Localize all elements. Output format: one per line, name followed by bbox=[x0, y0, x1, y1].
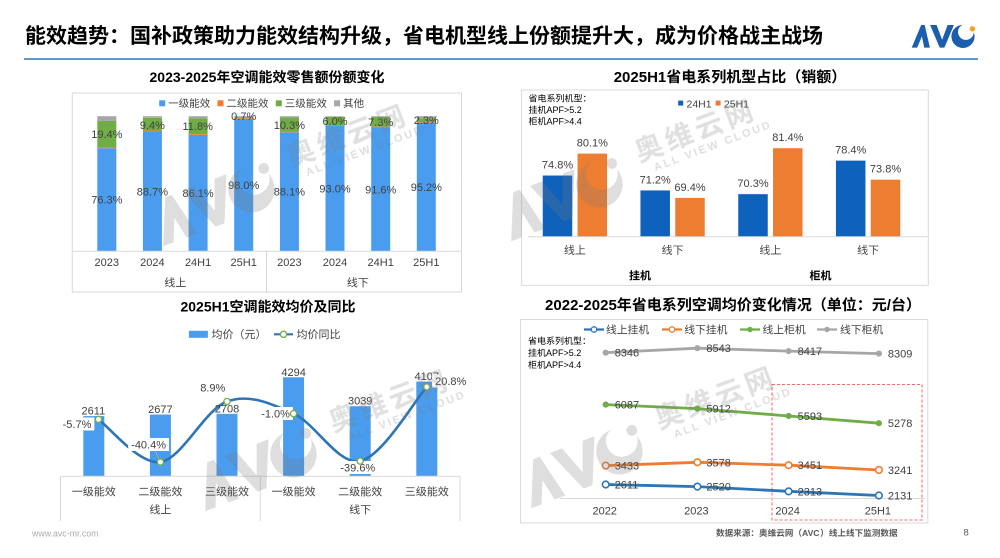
svg-text:5278: 5278 bbox=[888, 418, 912, 430]
svg-text:2520: 2520 bbox=[706, 482, 730, 494]
svg-text:AVC: AVC bbox=[802, 528, 820, 538]
svg-text:2677: 2677 bbox=[148, 404, 172, 416]
svg-text:-39.6%: -39.6% bbox=[340, 463, 375, 475]
svg-text:6087: 6087 bbox=[615, 400, 639, 412]
svg-text:81.4%: 81.4% bbox=[772, 132, 803, 144]
svg-text:74.8%: 74.8% bbox=[542, 160, 573, 172]
svg-text:78.4%: 78.4% bbox=[835, 145, 866, 157]
svg-text:2024: 2024 bbox=[775, 506, 799, 518]
svg-text:-5.7%: -5.7% bbox=[63, 419, 92, 431]
svg-text:2022: 2022 bbox=[592, 506, 616, 518]
svg-text:24H1: 24H1 bbox=[185, 257, 211, 269]
svg-text:APF>5.2: APF>5.2 bbox=[546, 348, 581, 358]
svg-text:24H1: 24H1 bbox=[368, 257, 394, 269]
svg-text:88.7%: 88.7% bbox=[137, 186, 168, 198]
svg-text:95.2%: 95.2% bbox=[411, 182, 442, 194]
svg-text:25H1: 25H1 bbox=[413, 257, 439, 269]
svg-text:80.1%: 80.1% bbox=[577, 138, 608, 150]
svg-text:/: / bbox=[887, 297, 892, 314]
svg-text:2313: 2313 bbox=[798, 486, 822, 498]
svg-text:2.3%: 2.3% bbox=[414, 115, 439, 127]
svg-text:APF>4.4: APF>4.4 bbox=[546, 360, 581, 370]
svg-text:6.0%: 6.0% bbox=[322, 116, 347, 128]
svg-text:-40.4%: -40.4% bbox=[131, 440, 166, 452]
svg-text:4294: 4294 bbox=[281, 367, 305, 379]
svg-text:70.3%: 70.3% bbox=[737, 178, 768, 190]
svg-text:8346: 8346 bbox=[615, 348, 639, 360]
svg-text:73.8%: 73.8% bbox=[870, 164, 901, 176]
svg-text:2024: 2024 bbox=[323, 257, 347, 269]
svg-text:2023: 2023 bbox=[95, 257, 119, 269]
svg-text:3433: 3433 bbox=[615, 461, 639, 473]
svg-text:2024: 2024 bbox=[140, 257, 164, 269]
svg-text:8543: 8543 bbox=[706, 343, 730, 355]
svg-text:2023: 2023 bbox=[684, 506, 708, 518]
svg-text:0.7%: 0.7% bbox=[231, 111, 256, 123]
svg-text:25H1: 25H1 bbox=[865, 506, 891, 518]
svg-text:25H1: 25H1 bbox=[231, 257, 257, 269]
svg-text:-1.0%: -1.0% bbox=[261, 409, 290, 421]
svg-text:5912: 5912 bbox=[706, 404, 730, 416]
svg-text:8.9%: 8.9% bbox=[200, 383, 225, 395]
svg-text:71.2%: 71.2% bbox=[640, 174, 671, 186]
svg-text:2022-2025: 2022-2025 bbox=[545, 297, 617, 314]
svg-text:3578: 3578 bbox=[706, 457, 730, 469]
svg-text:2023: 2023 bbox=[277, 257, 301, 269]
svg-text:93.0%: 93.0% bbox=[319, 183, 350, 195]
svg-text:2131: 2131 bbox=[888, 491, 912, 503]
svg-text:8309: 8309 bbox=[888, 349, 912, 361]
svg-text:2025H1: 2025H1 bbox=[180, 299, 229, 315]
svg-text:3451: 3451 bbox=[798, 460, 822, 472]
svg-text:76.3%: 76.3% bbox=[91, 195, 122, 207]
svg-text:69.4%: 69.4% bbox=[674, 182, 705, 194]
svg-text:24H1: 24H1 bbox=[687, 98, 712, 110]
svg-text:2708: 2708 bbox=[215, 403, 239, 415]
svg-text:86.1%: 86.1% bbox=[183, 188, 214, 200]
svg-text:APF>4.4: APF>4.4 bbox=[547, 117, 582, 127]
svg-text:10.3%: 10.3% bbox=[274, 120, 305, 132]
svg-text:5593: 5593 bbox=[798, 411, 822, 423]
svg-text:APF>5.2: APF>5.2 bbox=[547, 105, 582, 115]
svg-text:91.6%: 91.6% bbox=[365, 184, 396, 196]
svg-text:2025H1: 2025H1 bbox=[614, 69, 667, 86]
svg-text:8417: 8417 bbox=[798, 346, 822, 358]
svg-text:www.avc-mr.com: www.avc-mr.com bbox=[31, 529, 98, 539]
svg-text:2611: 2611 bbox=[615, 480, 639, 492]
svg-text:98.0%: 98.0% bbox=[228, 180, 259, 192]
svg-text:3241: 3241 bbox=[888, 465, 912, 477]
svg-text:8: 8 bbox=[964, 528, 969, 539]
svg-text:19.4%: 19.4% bbox=[91, 129, 122, 141]
svg-text:11.8%: 11.8% bbox=[183, 121, 214, 133]
svg-text:2023-2025: 2023-2025 bbox=[150, 69, 217, 85]
svg-text:9.4%: 9.4% bbox=[140, 120, 165, 132]
svg-text:2611: 2611 bbox=[82, 406, 106, 418]
svg-text:88.1%: 88.1% bbox=[274, 187, 305, 199]
